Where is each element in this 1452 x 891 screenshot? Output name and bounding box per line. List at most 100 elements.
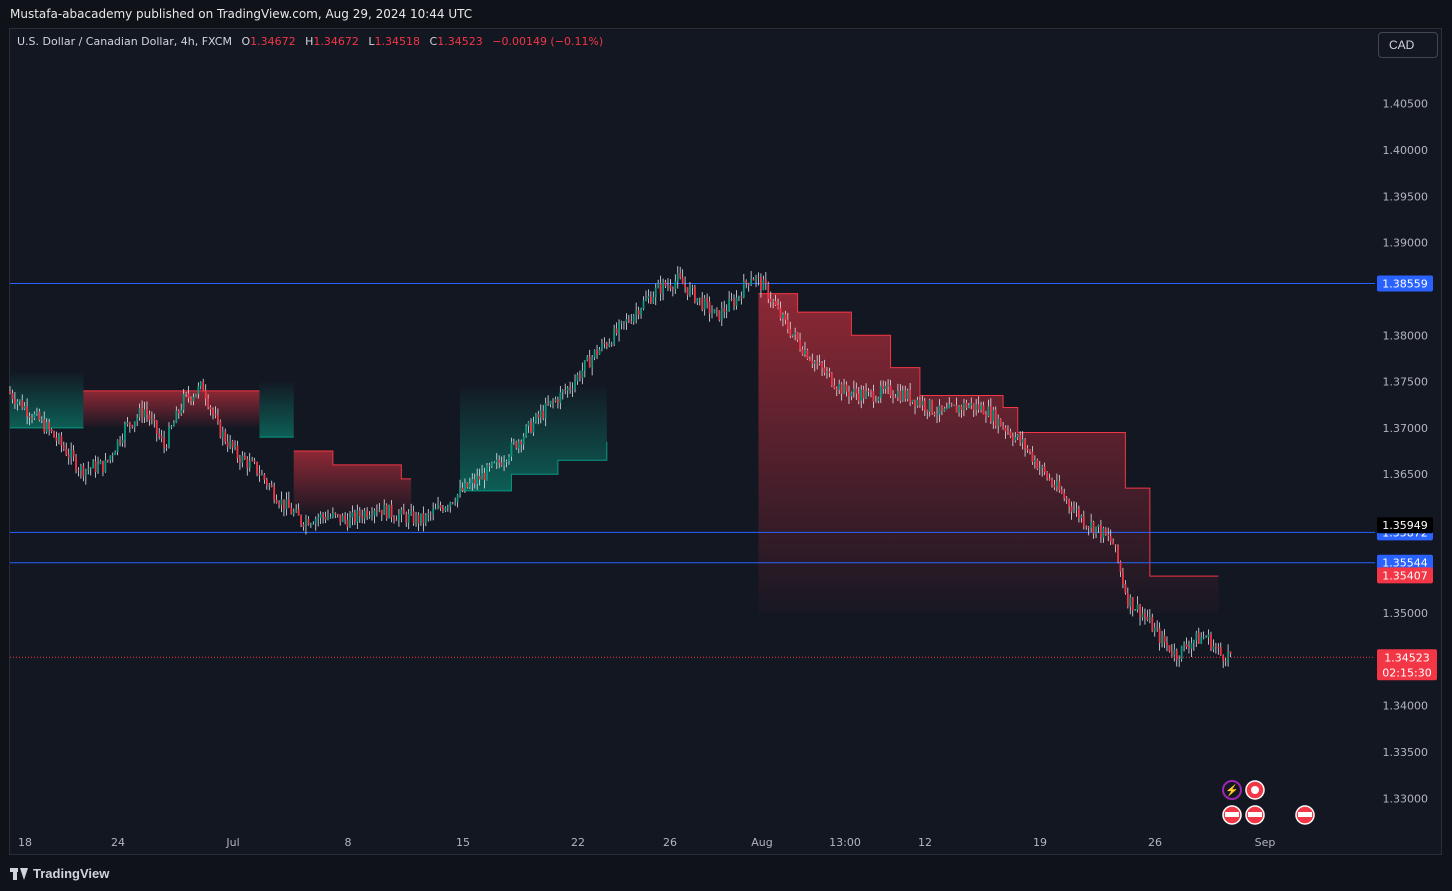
candle-body — [231, 440, 234, 448]
candle-body — [1055, 481, 1058, 488]
candle-body — [821, 362, 823, 368]
candle-body — [586, 356, 589, 361]
candle-body — [1158, 628, 1161, 644]
candle-body — [652, 297, 655, 303]
candle-body — [138, 407, 141, 418]
candle-body — [21, 400, 24, 409]
candle-body — [830, 373, 833, 386]
candle-body — [691, 286, 694, 288]
candle-body — [336, 514, 339, 516]
candle-body — [1146, 616, 1149, 620]
candle-body — [13, 399, 16, 405]
supertrend-line — [460, 441, 608, 492]
candle-body — [346, 519, 349, 528]
price-tick-label: 1.37000 — [1383, 422, 1429, 435]
candle-body — [630, 321, 633, 323]
candle-body — [542, 411, 545, 419]
candle-body — [1063, 492, 1066, 499]
low-value: 1.34518 — [374, 35, 421, 48]
candle-body — [373, 510, 376, 516]
candle-body — [914, 399, 916, 407]
candle-body — [1036, 459, 1039, 470]
candle-body — [400, 509, 403, 515]
candle-body — [510, 442, 513, 457]
candle-body — [1102, 528, 1105, 538]
candle-body — [686, 287, 689, 296]
price-tick-label: 1.37500 — [1383, 376, 1429, 389]
candle-body — [273, 486, 276, 500]
candle-body — [99, 460, 102, 464]
candle-body — [669, 285, 672, 289]
candle-body — [109, 455, 112, 461]
candle-body — [975, 404, 978, 410]
candle-body — [855, 388, 858, 394]
candle-body — [637, 310, 640, 315]
time-tick-label: 15 — [456, 836, 470, 849]
candle-body — [838, 383, 841, 390]
candle-body — [1183, 644, 1185, 647]
tradingview-logo[interactable]: TradingView — [10, 866, 109, 881]
candle-body — [1019, 434, 1022, 443]
candle-body — [251, 460, 254, 462]
candle-body — [141, 407, 143, 418]
candle-body — [476, 476, 479, 484]
candle-body — [165, 447, 168, 449]
candle-body — [53, 431, 55, 438]
candle-body — [750, 278, 753, 285]
candle-body — [305, 519, 307, 527]
candle-body — [552, 400, 554, 402]
candle-body — [344, 515, 347, 520]
candle-body — [1078, 508, 1080, 519]
candle-body — [632, 315, 635, 323]
candle-body — [28, 416, 31, 418]
candle-body — [1192, 640, 1195, 644]
currency-button[interactable]: CAD — [1378, 32, 1438, 58]
candle-body — [782, 314, 784, 319]
candle-body — [45, 422, 48, 432]
candle-body — [1014, 437, 1017, 441]
us-flag-stripe — [1298, 812, 1312, 817]
candle-body — [1100, 525, 1102, 538]
symbol-title[interactable]: U.S. Dollar / Canadian Dollar, 4h, FXCM — [17, 35, 232, 48]
candle-body — [1092, 522, 1095, 534]
candle-body — [774, 300, 777, 306]
candle-body — [119, 439, 121, 443]
candle-body — [742, 280, 745, 298]
candle-body — [547, 402, 550, 405]
candle-body — [877, 397, 880, 401]
candle-body — [671, 288, 674, 290]
candle-body — [283, 499, 285, 510]
candle-body — [676, 273, 679, 282]
candle-body — [1119, 561, 1122, 572]
candle-body — [1210, 634, 1212, 650]
candle-body — [664, 281, 667, 287]
candle-body — [762, 279, 765, 291]
candle-body — [58, 435, 60, 441]
candle-body — [874, 400, 877, 402]
candle-body — [728, 298, 731, 312]
candle-body — [356, 510, 359, 522]
candle-body — [31, 417, 33, 419]
candle-body — [747, 283, 750, 285]
candle-body — [317, 517, 320, 520]
lightning-event-icon[interactable] — [1222, 780, 1242, 800]
price-tag-bg — [1377, 567, 1433, 584]
candle-body — [358, 510, 361, 517]
candle-body — [525, 426, 528, 437]
candle-body — [786, 319, 789, 330]
candle-body — [1180, 646, 1183, 660]
time-tick-label: 8 — [345, 836, 352, 849]
candle-body — [126, 422, 129, 425]
candle-body — [715, 309, 718, 311]
candle-body — [892, 395, 894, 397]
time-axis: 18 24 Jul 8 15 22 26 Aug 13:00 12 19 26 Sep — [18, 836, 1275, 849]
candle-body — [197, 386, 200, 394]
supertrend-fill — [293, 451, 412, 516]
candle-body — [623, 321, 625, 323]
candle-body — [16, 401, 19, 405]
candle-body — [527, 421, 530, 427]
chart-frame[interactable] — [9, 28, 1442, 855]
candle-body — [679, 273, 682, 278]
candle-body — [950, 404, 953, 406]
